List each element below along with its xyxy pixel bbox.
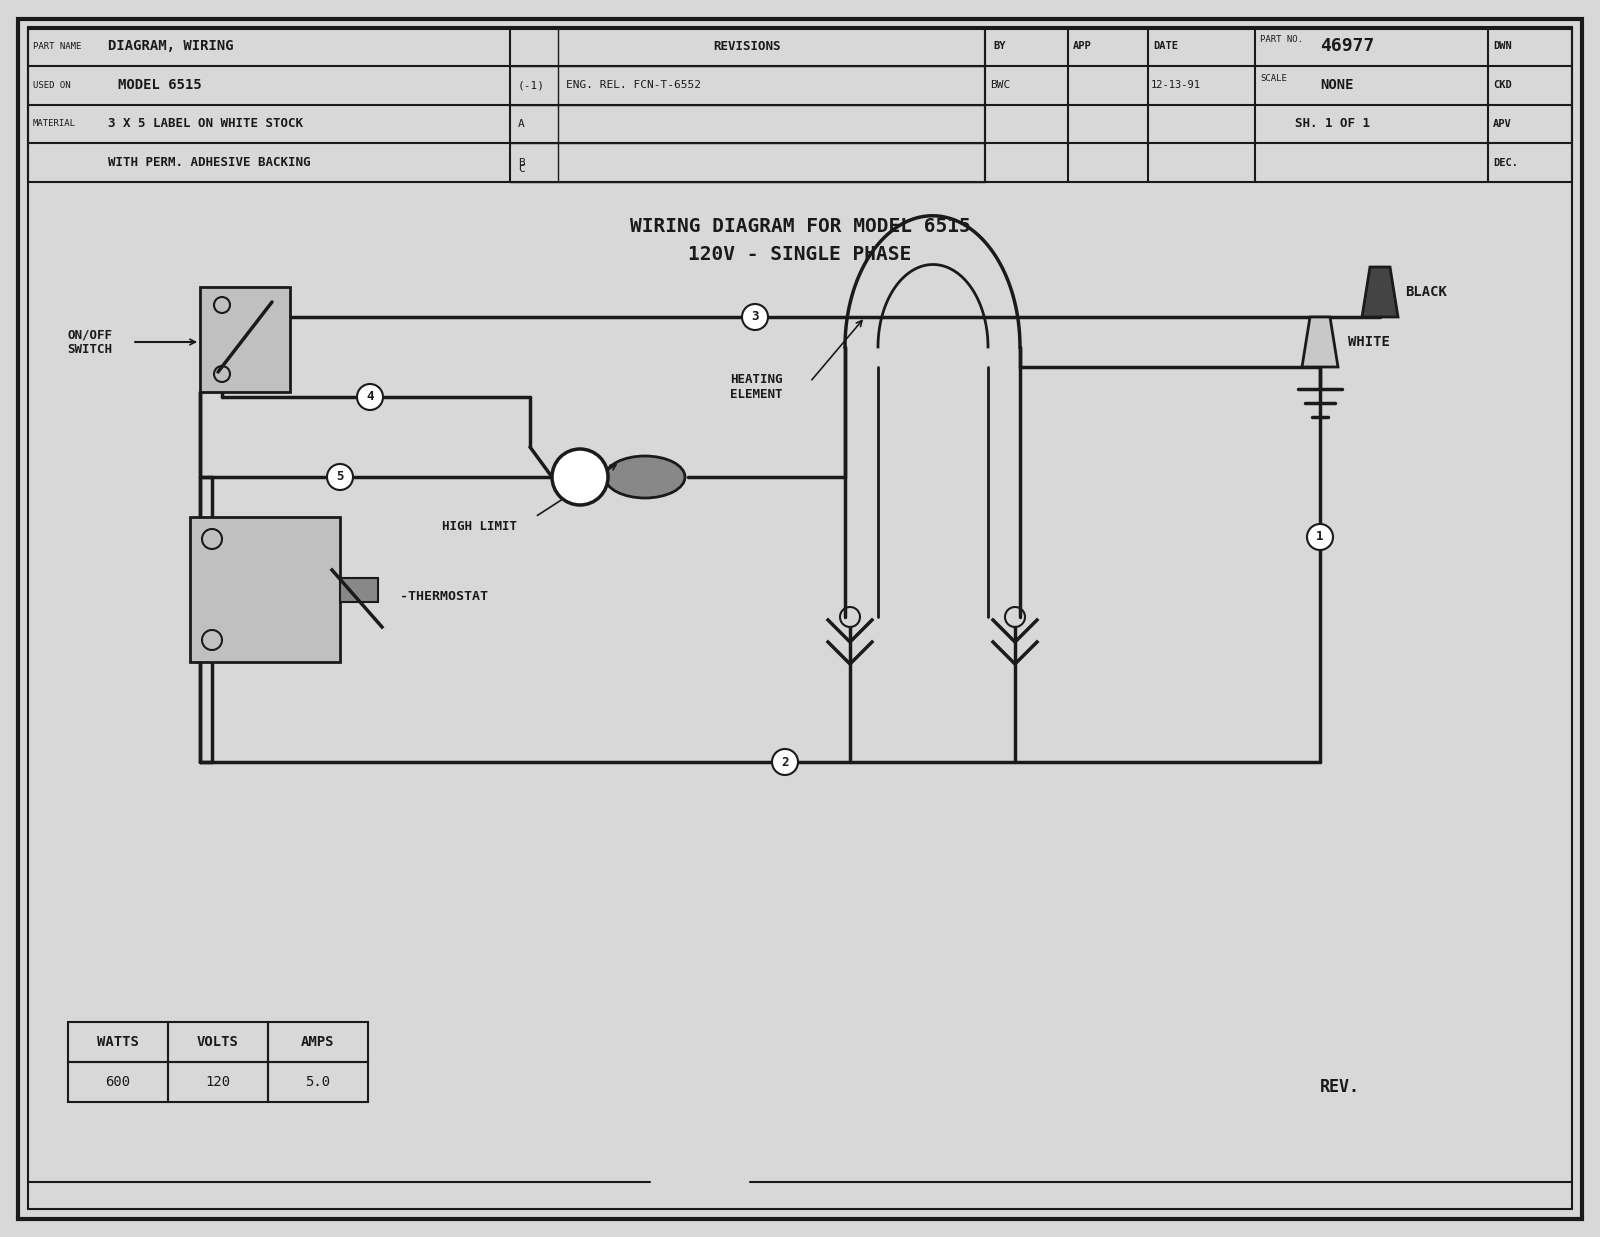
Text: APV: APV bbox=[1493, 119, 1512, 129]
Bar bbox=[339, 578, 378, 602]
Bar bbox=[168, 1063, 269, 1102]
Text: SH. 1 OF 1: SH. 1 OF 1 bbox=[1294, 118, 1370, 130]
Text: 5.0: 5.0 bbox=[306, 1075, 331, 1089]
Polygon shape bbox=[1302, 317, 1338, 367]
Text: 3: 3 bbox=[752, 310, 758, 324]
Text: DEC.: DEC. bbox=[1493, 157, 1518, 168]
Bar bbox=[168, 1022, 269, 1063]
Text: PART NAME: PART NAME bbox=[34, 42, 82, 51]
Text: USED ON: USED ON bbox=[34, 80, 70, 89]
Text: DATE: DATE bbox=[1154, 41, 1178, 52]
Text: WIRING DIAGRAM FOR MODEL 6515: WIRING DIAGRAM FOR MODEL 6515 bbox=[630, 218, 970, 236]
Text: 2: 2 bbox=[781, 756, 789, 768]
Text: 4: 4 bbox=[366, 391, 374, 403]
Text: PART NO.: PART NO. bbox=[1261, 35, 1302, 43]
Text: HEATING
ELEMENT: HEATING ELEMENT bbox=[730, 374, 782, 401]
Bar bbox=[200, 287, 290, 392]
Text: 3 X 5 LABEL ON WHITE STOCK: 3 X 5 LABEL ON WHITE STOCK bbox=[109, 118, 302, 130]
Text: WHITE: WHITE bbox=[1347, 335, 1390, 349]
Circle shape bbox=[326, 464, 354, 490]
Text: REV.: REV. bbox=[1320, 1077, 1360, 1096]
Text: BWC: BWC bbox=[990, 80, 1010, 90]
Circle shape bbox=[742, 304, 768, 330]
Bar bbox=[67, 1022, 168, 1063]
Text: 5: 5 bbox=[336, 470, 344, 484]
Circle shape bbox=[357, 383, 382, 409]
Text: 120V - SINGLE PHASE: 120V - SINGLE PHASE bbox=[688, 245, 912, 265]
Text: A: A bbox=[518, 119, 525, 129]
Circle shape bbox=[771, 748, 798, 776]
Polygon shape bbox=[1362, 267, 1398, 317]
Text: 600: 600 bbox=[106, 1075, 131, 1089]
Text: NONE: NONE bbox=[1320, 78, 1354, 92]
Text: ON/OFF
SWITCH: ON/OFF SWITCH bbox=[67, 328, 112, 356]
Text: WITH PERM. ADHESIVE BACKING: WITH PERM. ADHESIVE BACKING bbox=[109, 156, 310, 169]
Text: -THERMOSTAT: -THERMOSTAT bbox=[400, 590, 488, 604]
Text: WATTS: WATTS bbox=[98, 1035, 139, 1049]
Text: APP: APP bbox=[1074, 41, 1091, 52]
Text: REVISIONS: REVISIONS bbox=[714, 40, 781, 53]
Text: VOLTS: VOLTS bbox=[197, 1035, 238, 1049]
Text: C: C bbox=[518, 165, 525, 174]
Text: ENG. REL. FCN-T-6552: ENG. REL. FCN-T-6552 bbox=[566, 80, 701, 90]
Text: SCALE: SCALE bbox=[1261, 74, 1286, 83]
Bar bbox=[269, 1022, 368, 1063]
Text: BY: BY bbox=[994, 41, 1005, 52]
Bar bbox=[269, 1063, 368, 1102]
Circle shape bbox=[1307, 524, 1333, 550]
Bar bbox=[190, 517, 339, 662]
Text: MATERIAL: MATERIAL bbox=[34, 120, 77, 129]
Text: 46977: 46977 bbox=[1320, 37, 1374, 56]
Text: B: B bbox=[518, 157, 525, 168]
Ellipse shape bbox=[605, 456, 685, 499]
Circle shape bbox=[552, 449, 608, 505]
Text: 120: 120 bbox=[205, 1075, 230, 1089]
Text: CKD: CKD bbox=[1493, 80, 1512, 90]
Text: MODEL 6515: MODEL 6515 bbox=[118, 78, 202, 92]
Text: HIGH LIMIT: HIGH LIMIT bbox=[443, 521, 517, 533]
Bar bbox=[67, 1063, 168, 1102]
Text: 1: 1 bbox=[1317, 531, 1323, 543]
Text: (-1): (-1) bbox=[518, 80, 546, 90]
Text: 12-13-91: 12-13-91 bbox=[1150, 80, 1202, 90]
Text: BLACK: BLACK bbox=[1405, 285, 1446, 299]
Text: DIAGRAM, WIRING: DIAGRAM, WIRING bbox=[109, 40, 234, 53]
Text: AMPS: AMPS bbox=[301, 1035, 334, 1049]
Text: DWN: DWN bbox=[1493, 41, 1512, 52]
